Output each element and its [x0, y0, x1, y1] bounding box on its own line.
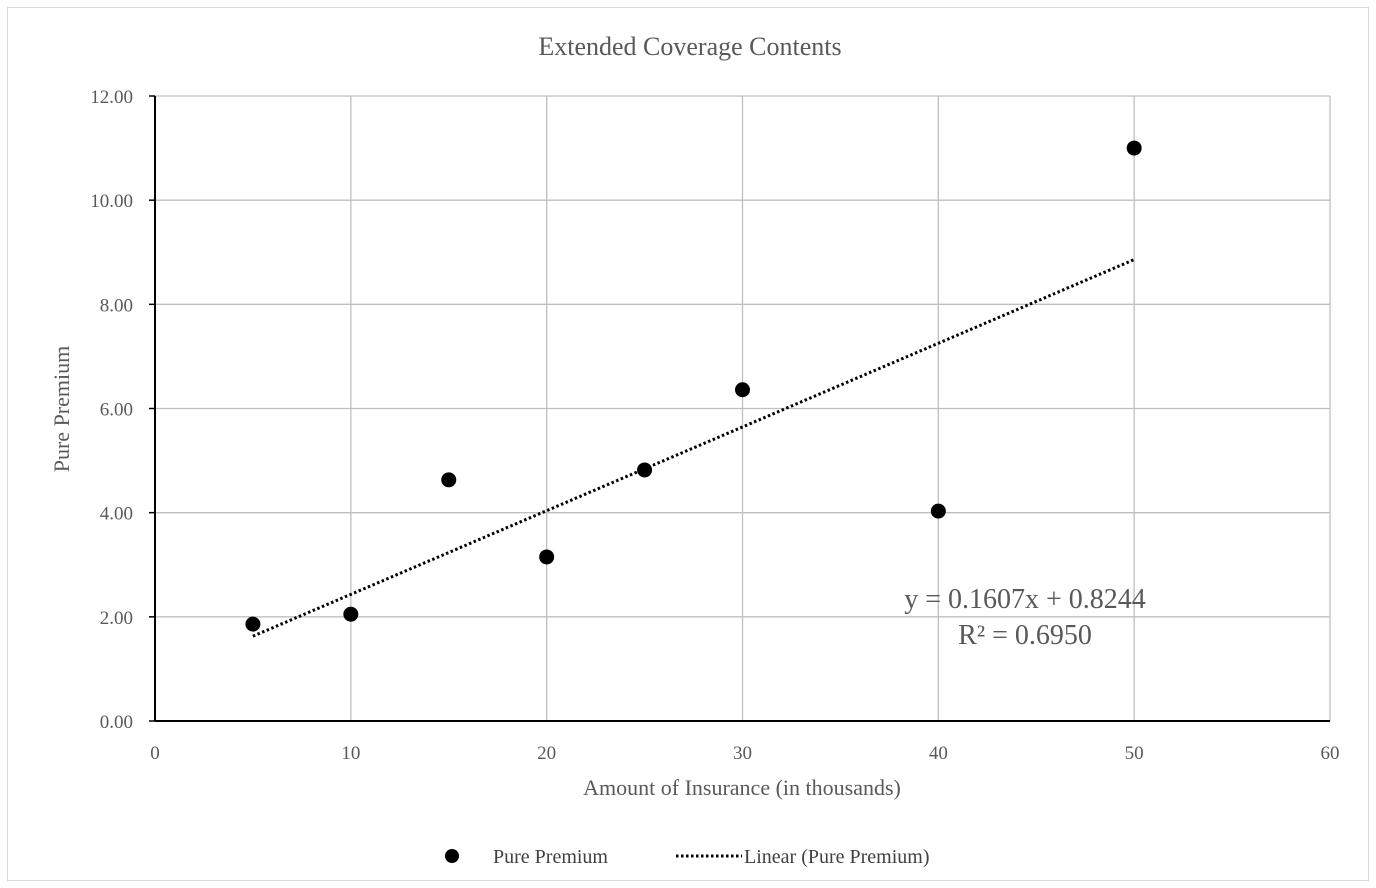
trendline-equation: y = 0.1607x + 0.8244 [904, 584, 1146, 615]
y-tick-labels: 0.00 2.00 4.00 6.00 8.00 10.00 12.00 [90, 87, 133, 733]
axes [149, 95, 1330, 722]
data-point [735, 382, 750, 398]
data-point [539, 549, 555, 565]
data-point [1126, 140, 1142, 156]
y-tick-label: 12.00 [90, 87, 133, 108]
y-tick-label: 0.00 [100, 712, 133, 733]
y-tick-label: 4.00 [100, 504, 133, 525]
x-tick-label: 10 [341, 743, 360, 764]
x-tick-label: 0 [150, 743, 160, 764]
x-tick-label: 20 [537, 743, 556, 764]
x-tick-label: 40 [929, 743, 948, 764]
legend-marker-pure-premium [445, 849, 459, 863]
x-tick-label: 50 [1125, 743, 1144, 764]
x-axis-title: Amount of Insurance (in thousands) [583, 775, 901, 800]
data-points [245, 140, 1142, 632]
gridlines [155, 95, 1331, 721]
y-tick-label: 2.00 [100, 608, 133, 629]
x-tick-labels: 0 10 20 30 40 50 60 [150, 743, 1339, 764]
trendline-group [252, 258, 1135, 638]
data-point [245, 616, 261, 632]
legend-label-trendline: Linear (Pure Premium) [744, 846, 930, 868]
data-point [441, 472, 457, 488]
trendline-r-squared: R² = 0.6950 [958, 620, 1092, 651]
x-tick-label: 30 [733, 743, 752, 764]
trendline [252, 258, 1135, 638]
x-tick-label: 60 [1321, 743, 1340, 764]
y-tick-label: 8.00 [100, 295, 133, 316]
y-axis-title: Pure Premium [49, 346, 74, 473]
legend: Pure Premium Linear (Pure Premium) [445, 846, 930, 868]
data-point [343, 606, 359, 622]
data-point [637, 462, 653, 478]
legend-label-pure-premium: Pure Premium [493, 846, 608, 868]
y-tick-label: 10.00 [90, 191, 133, 212]
chart-frame [7, 7, 1369, 881]
y-tick-label: 6.00 [100, 400, 133, 421]
data-point [930, 503, 946, 519]
chart-title: Extended Coverage Contents [538, 32, 841, 61]
